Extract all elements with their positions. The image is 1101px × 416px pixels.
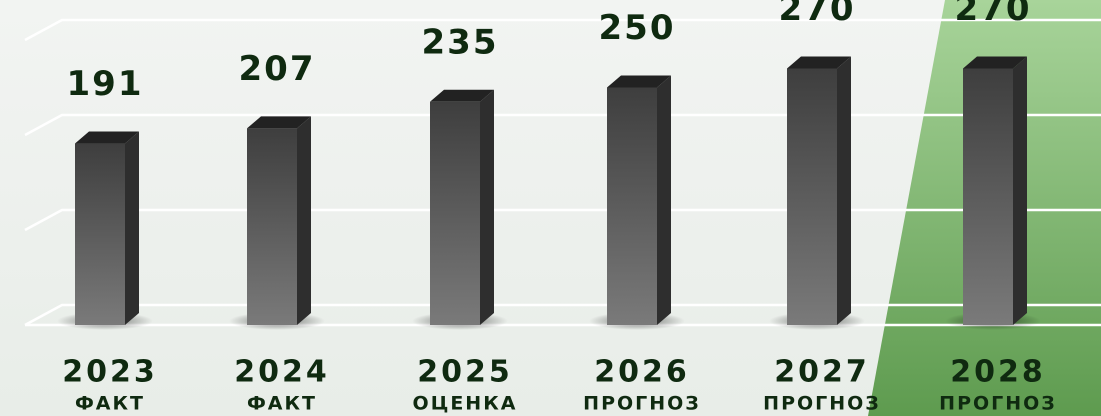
value-label: 250 [599, 8, 676, 48]
x-tick-label: 2028 [950, 355, 1046, 390]
grid-line [24, 113, 1101, 137]
value-label: 191 [67, 64, 144, 104]
bar [607, 87, 657, 325]
x-tick-sublabel: ПРОГНОЗ [763, 393, 881, 415]
bar [247, 128, 297, 325]
x-tick-label: 2025 [417, 355, 513, 390]
bar-side [297, 116, 311, 325]
bar-top [430, 89, 494, 102]
bar-top [607, 75, 671, 88]
x-tick-sublabel: ПРОГНОЗ [939, 393, 1057, 415]
grid-line [24, 208, 1101, 232]
value-label: 270 [779, 0, 856, 29]
x-tick-label: 2026 [594, 355, 690, 390]
bar-top [787, 56, 851, 69]
bar-side [125, 131, 139, 325]
value-label: 270 [955, 0, 1032, 29]
bar-top [75, 131, 139, 144]
x-tick-label: 2023 [62, 355, 158, 390]
bar [430, 101, 480, 325]
bar-side [1013, 56, 1027, 325]
bar-top [963, 56, 1027, 69]
grid-line [24, 303, 1101, 327]
bar [75, 143, 125, 325]
x-tick-label: 2027 [774, 355, 870, 390]
bar-top [247, 116, 311, 129]
bar-side [837, 56, 851, 325]
bar-side [657, 75, 671, 325]
x-tick-sublabel: ПРОГНОЗ [583, 393, 701, 415]
x-tick-sublabel: ФАКТ [247, 393, 317, 415]
bar [787, 68, 837, 325]
bar [963, 68, 1013, 325]
x-tick-sublabel: ОЦЕНКА [413, 393, 518, 415]
x-tick-label: 2024 [234, 355, 330, 390]
value-label: 235 [422, 22, 499, 62]
grid-line [24, 18, 1101, 42]
value-label: 207 [239, 49, 316, 89]
x-tick-sublabel: ФАКТ [75, 393, 145, 415]
bar-side [480, 89, 494, 325]
